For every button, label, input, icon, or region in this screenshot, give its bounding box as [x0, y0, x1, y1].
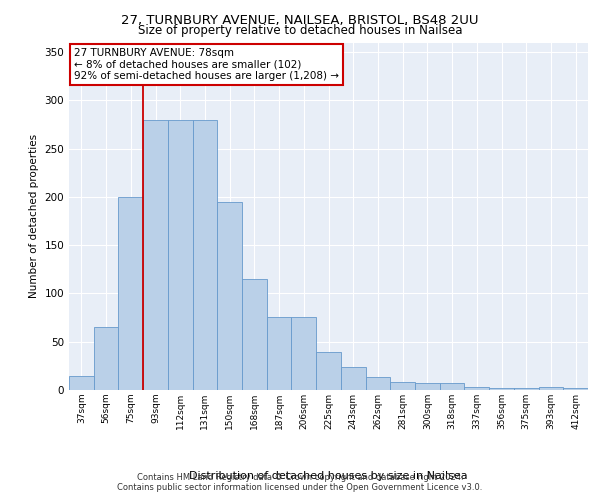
- Y-axis label: Number of detached properties: Number of detached properties: [29, 134, 39, 298]
- Bar: [464, 387, 489, 390]
- Bar: [118, 197, 143, 390]
- Bar: [316, 352, 341, 390]
- Bar: [217, 202, 242, 390]
- Bar: [539, 387, 563, 390]
- Bar: [69, 376, 94, 390]
- Bar: [292, 316, 316, 390]
- Bar: [168, 120, 193, 390]
- Bar: [143, 120, 168, 390]
- Bar: [489, 388, 514, 390]
- Bar: [365, 378, 390, 390]
- Bar: [94, 328, 118, 390]
- Text: Contains public sector information licensed under the Open Government Licence v3: Contains public sector information licen…: [118, 484, 482, 492]
- X-axis label: Distribution of detached houses by size in Nailsea: Distribution of detached houses by size …: [189, 471, 468, 481]
- Text: Contains HM Land Registry data © Crown copyright and database right 2024.: Contains HM Land Registry data © Crown c…: [137, 472, 463, 482]
- Text: 27, TURNBURY AVENUE, NAILSEA, BRISTOL, BS48 2UU: 27, TURNBURY AVENUE, NAILSEA, BRISTOL, B…: [121, 14, 479, 27]
- Bar: [242, 279, 267, 390]
- Bar: [440, 383, 464, 390]
- Text: 27 TURNBURY AVENUE: 78sqm
← 8% of detached houses are smaller (102)
92% of semi-: 27 TURNBURY AVENUE: 78sqm ← 8% of detach…: [74, 48, 339, 81]
- Bar: [267, 316, 292, 390]
- Bar: [341, 367, 365, 390]
- Bar: [390, 382, 415, 390]
- Bar: [563, 388, 588, 390]
- Bar: [514, 388, 539, 390]
- Bar: [193, 120, 217, 390]
- Text: Size of property relative to detached houses in Nailsea: Size of property relative to detached ho…: [138, 24, 462, 37]
- Bar: [415, 383, 440, 390]
